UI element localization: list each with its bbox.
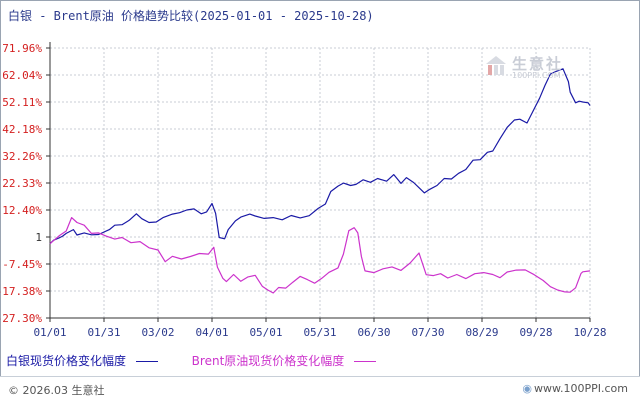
chart-title: 白银 - Brent原油 价格趋势比较(2025-01-01 - 2025-10… (8, 9, 374, 23)
series-line-silver (49, 68, 591, 245)
x-tick-label: 06/30 (357, 326, 390, 339)
legend-swatch-brent (354, 361, 377, 362)
y-tick-label: 22.33% (2, 177, 42, 190)
y-tick-label: -17.38% (0, 285, 42, 298)
x-tick-label: 04/01 (195, 326, 228, 339)
site-link[interactable]: ◉ www.100PPI.com (522, 382, 628, 395)
legend-label-silver: 白银现货价格变化幅度 (6, 354, 127, 368)
x-tick-label: 07/30 (411, 326, 444, 339)
x-tick-label: 08/29 (465, 326, 498, 339)
legend-label-brent: Brent原油现货价格变化幅度 (191, 354, 345, 368)
globe-icon: ◉ (522, 382, 533, 395)
chart-series (49, 68, 591, 294)
x-tick-label: 01/01 (33, 326, 66, 339)
y-tick-label: 12.40% (2, 204, 42, 217)
watermark-name: 生意社 (512, 55, 564, 73)
x-tick-label: 03/02 (141, 326, 174, 339)
chart-legend: 白银现货价格变化幅度 Brent原油现货价格变化幅度 (6, 352, 406, 369)
y-axis-ticks: 71.96% 62.04% 52.11% 42.18% 32.26% 22.33% 12.4… (0, 42, 50, 325)
x-tick-label: 01/31 (87, 326, 120, 339)
y-tick-label: 32.26% (2, 150, 42, 163)
site-link-label: www.100PPI.com (534, 382, 628, 395)
legend-swatch-silver (135, 361, 158, 362)
legend-item-silver: 白银现货价格变化幅度 (6, 352, 158, 369)
chart-grid (49, 47, 591, 319)
x-axis-ticks: 01/01 01/31 03/02 04/01 05/01 05/31 06/30 07/30… (33, 318, 607, 339)
y-tick-label: 71.96% (2, 42, 42, 55)
y-tick-label: -27.30% (0, 312, 42, 325)
copyright-text: © 2026.03 生意社 (8, 384, 105, 397)
y-tick-label: 62.04% (2, 69, 42, 82)
y-tick-label: 42.18% (2, 123, 42, 136)
watermark-url: 100PPI.COM (512, 71, 561, 80)
legend-item-brent: Brent原油现货价格变化幅度 (191, 352, 377, 369)
y-tick-label: 52.11% (2, 96, 42, 109)
y-tick-label: 1 (35, 231, 42, 244)
x-tick-label: 05/01 (249, 326, 282, 339)
x-tick-label: 09/28 (519, 326, 552, 339)
logo-icon (486, 56, 506, 75)
x-tick-label: 10/28 (573, 326, 606, 339)
footer: © 2026.03 生意社 ◉ www.100PPI.com (0, 376, 640, 401)
y-tick-label: -7.45% (2, 258, 42, 271)
series-line-brent (49, 217, 591, 294)
x-tick-label: 05/31 (303, 326, 336, 339)
